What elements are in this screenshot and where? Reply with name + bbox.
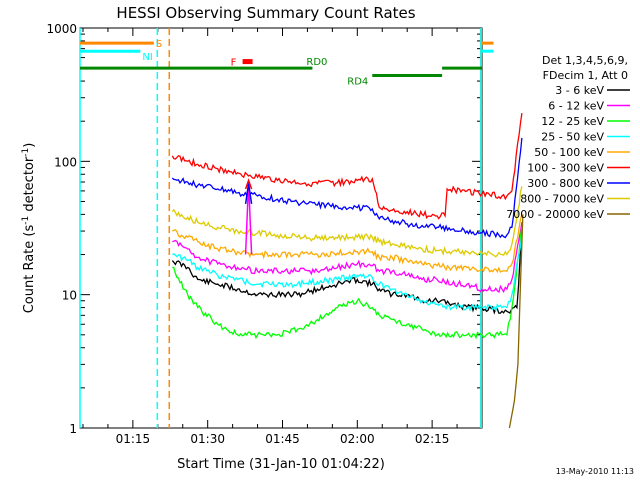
x-tick-label-4: 02:15 bbox=[415, 432, 450, 446]
legend-label-300-800-kev: 300 - 800 keV bbox=[527, 177, 604, 190]
flare-spike-2 bbox=[244, 178, 253, 190]
legend-label-25-50-kev: 25 - 50 keV bbox=[541, 131, 604, 144]
y-axis-label-base: Count Rate (s bbox=[22, 225, 37, 314]
state-label-ni: NI bbox=[142, 52, 152, 63]
x-tick-label-0: 01:15 bbox=[116, 432, 151, 446]
x-tick-label-3: 02:00 bbox=[340, 432, 375, 446]
x-tick-label-2: 01:45 bbox=[265, 432, 300, 446]
y-tick-label-0: 1 bbox=[69, 422, 77, 436]
series-line-6-12-kev bbox=[172, 222, 523, 294]
state-label-rd4: RD4 bbox=[347, 77, 368, 88]
y-axis: 1 10 100 1000 bbox=[46, 22, 482, 436]
series-line-800-7000-kev bbox=[171, 186, 523, 258]
state-boundary-lines bbox=[79, 28, 482, 428]
state-label-s: S bbox=[156, 39, 162, 50]
y-tick-label-2: 100 bbox=[54, 155, 77, 169]
legend-label-800-7000-kev: 800 - 7000 keV bbox=[520, 193, 604, 206]
y-tick-label-3: 1000 bbox=[46, 22, 77, 36]
legend-label-3-6-kev: 3 - 6 keV bbox=[555, 84, 604, 97]
plot-area bbox=[79, 27, 483, 429]
legend-label-50-100-kev: 50 - 100 keV bbox=[534, 146, 604, 159]
series-line-7000-20000-kev bbox=[508, 214, 524, 429]
legend: Det 1,3,4,5,6,9, FDecim 1, Att 0 3 - 6 k… bbox=[506, 54, 630, 221]
x-axis-label: Start Time (31-Jan-10 01:04:22) bbox=[177, 457, 385, 472]
legend-header-2: FDecim 1, Att 0 bbox=[543, 69, 628, 82]
y-tick-label-1: 10 bbox=[62, 289, 77, 303]
y-axis-label-exp2: -1 bbox=[21, 148, 31, 157]
y-axis-label-end: ) bbox=[22, 143, 37, 148]
legend-label-7000-20000-kev: 7000 - 20000 keV bbox=[506, 208, 604, 221]
chart-title: HESSI Observing Summary Count Rates bbox=[116, 4, 415, 22]
legend-label-6-12-kev: 6 - 12 keV bbox=[548, 100, 604, 113]
series-line-50-100-kev bbox=[171, 214, 523, 274]
legend-label-100-300-kev: 100 - 300 keV bbox=[527, 162, 604, 175]
flare-spike-1 bbox=[244, 183, 253, 204]
timestamp: 13-May-2010 11:13 bbox=[556, 467, 634, 476]
legend-label-12-25-kev: 12 - 25 keV bbox=[541, 115, 604, 128]
y-axis-label: Count Rate (s-1 detector-1) bbox=[21, 143, 37, 314]
series-line-300-800-kev bbox=[171, 137, 523, 239]
series-line-12-25-kev bbox=[172, 227, 523, 340]
y-axis-label-exp1: -1 bbox=[21, 216, 31, 225]
legend-header-1: Det 1,3,4,5,6,9, bbox=[542, 54, 628, 67]
instrument-state-bars: S NI F RD0 RD4 bbox=[80, 39, 494, 88]
series-line-25-50-kev bbox=[172, 234, 523, 313]
x-tick-label-1: 01:30 bbox=[190, 432, 225, 446]
y-axis-label-mid: detector bbox=[22, 156, 37, 216]
state-label-rd0: RD0 bbox=[306, 57, 327, 68]
series-line-100-300-kev bbox=[171, 113, 523, 220]
series-line-3-6-kev bbox=[171, 231, 523, 315]
state-label-f: F bbox=[231, 58, 237, 69]
series-lines bbox=[171, 113, 524, 429]
